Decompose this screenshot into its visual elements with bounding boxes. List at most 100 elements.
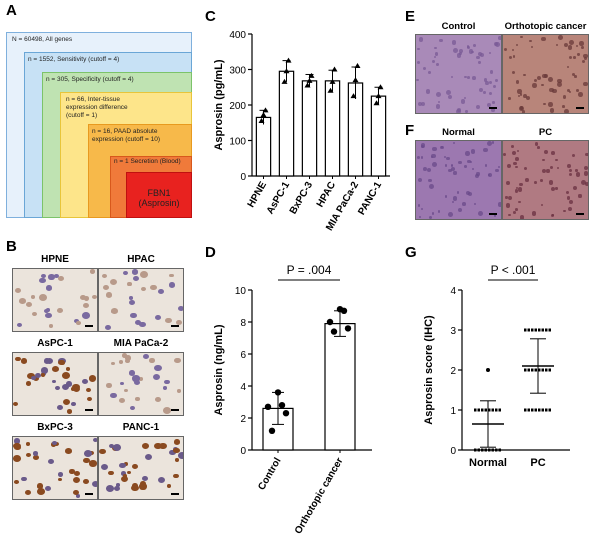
cell-dot — [13, 442, 22, 450]
cell-dot — [82, 479, 89, 484]
tissue-dot — [429, 216, 433, 219]
cell-dot — [128, 296, 133, 300]
cell-dot — [118, 360, 123, 364]
cell-dot — [32, 455, 39, 460]
y-tick-label: 0 — [240, 446, 246, 457]
cell-dot — [57, 275, 64, 281]
cell-dot — [110, 392, 117, 398]
tissue-dot — [465, 110, 468, 113]
cell-dot — [82, 457, 90, 464]
tissue-dot — [564, 109, 569, 113]
cell-dot — [173, 447, 181, 454]
scale-bar — [171, 409, 179, 411]
tissue-dot — [583, 56, 588, 61]
p-value-annotation: P = .004 — [287, 263, 332, 277]
cell-dot — [91, 481, 97, 488]
cell-dot — [101, 273, 107, 278]
cell-dot — [108, 470, 114, 476]
tissue-dot — [420, 207, 424, 211]
tissue-dot — [486, 102, 492, 108]
tissue-dot — [519, 106, 524, 110]
tissue-dot — [420, 102, 425, 107]
cell-dot — [123, 270, 129, 275]
cell-dot — [100, 464, 109, 471]
cell-dot — [17, 323, 22, 328]
cell-dot — [25, 381, 32, 386]
panel-label-c: C — [205, 8, 216, 25]
x-tick-label: BxPC-3 — [288, 180, 316, 217]
cell-dot — [85, 387, 91, 393]
cell-dot — [65, 448, 72, 454]
cell-dot — [103, 285, 110, 291]
tissue-dot — [533, 78, 538, 83]
cell-dot — [166, 483, 172, 488]
data-point — [375, 93, 382, 99]
data-point — [352, 77, 359, 83]
tissue-dot — [459, 51, 463, 56]
tissue-dot — [568, 168, 573, 172]
tissue-dot — [458, 49, 463, 54]
cell-dot — [26, 452, 31, 457]
tissue-image-orthotopic-cancer — [502, 34, 589, 114]
cell-dot — [129, 300, 135, 306]
tissue-dot — [503, 47, 508, 52]
tissue-dot — [467, 45, 471, 49]
tissue-dot — [472, 76, 476, 80]
tissue-dot — [546, 169, 550, 173]
tissue-dot — [551, 150, 555, 155]
cell-dot — [57, 405, 64, 411]
tissue-dot — [473, 203, 477, 206]
tissue-dot — [576, 44, 579, 47]
cell-dot — [119, 462, 126, 469]
tissue-dot — [433, 55, 436, 58]
tissue-dot — [491, 108, 495, 112]
tissue-dot — [578, 194, 582, 198]
y-tick-label: 2 — [240, 414, 246, 425]
cell-dot — [58, 360, 65, 366]
tissue-dot — [571, 73, 575, 77]
cell-dot — [13, 401, 18, 406]
tissue-dot — [451, 200, 454, 204]
cell-dot — [150, 284, 157, 291]
tissue-dot — [557, 78, 562, 83]
cell-dot — [80, 295, 86, 301]
y-tick-label: 3 — [450, 326, 456, 337]
tissue-dot — [495, 41, 501, 47]
funnel-text-0: N = 60498, All genes — [12, 36, 73, 43]
tissue-dot — [565, 190, 570, 195]
tissue-dot — [493, 85, 497, 89]
tissue-dot — [520, 35, 523, 39]
cell-dot — [109, 278, 118, 285]
cell-dot — [57, 307, 63, 313]
cell-dot — [113, 444, 122, 451]
tissue-dot — [456, 107, 462, 112]
tissue-dot — [508, 213, 511, 216]
scale-bar — [576, 213, 584, 215]
cell-dot — [82, 303, 89, 308]
cell-dot — [48, 324, 53, 329]
funnel-text-1: n = 1552, Sensitivity (cutoff = 4) — [28, 56, 120, 63]
cell-dot — [168, 449, 176, 456]
tissue-dot — [522, 93, 527, 98]
tissue-dot — [549, 108, 554, 113]
x-tick-label: HPNE — [246, 180, 270, 210]
tissue-dot — [489, 70, 494, 74]
cell-dot — [88, 375, 97, 382]
tissue-dot — [529, 39, 532, 43]
tissue-dot — [428, 184, 434, 190]
tissue-dot — [511, 150, 516, 155]
tissue-dot — [566, 196, 571, 200]
tissue-dot — [514, 157, 519, 161]
tissue-dot — [505, 202, 511, 208]
cell-dot — [65, 381, 73, 387]
tissue-dot — [453, 196, 458, 201]
tissue-dot — [416, 155, 420, 159]
cell-dot — [75, 494, 81, 499]
tissue-dot — [418, 177, 423, 182]
tissue-dot — [495, 169, 499, 173]
cell-dot — [173, 438, 181, 445]
cell-dot — [58, 477, 63, 482]
tissue-dot — [452, 48, 458, 54]
tissue-dot — [508, 55, 513, 60]
bar-bxpc-3 — [301, 80, 318, 177]
